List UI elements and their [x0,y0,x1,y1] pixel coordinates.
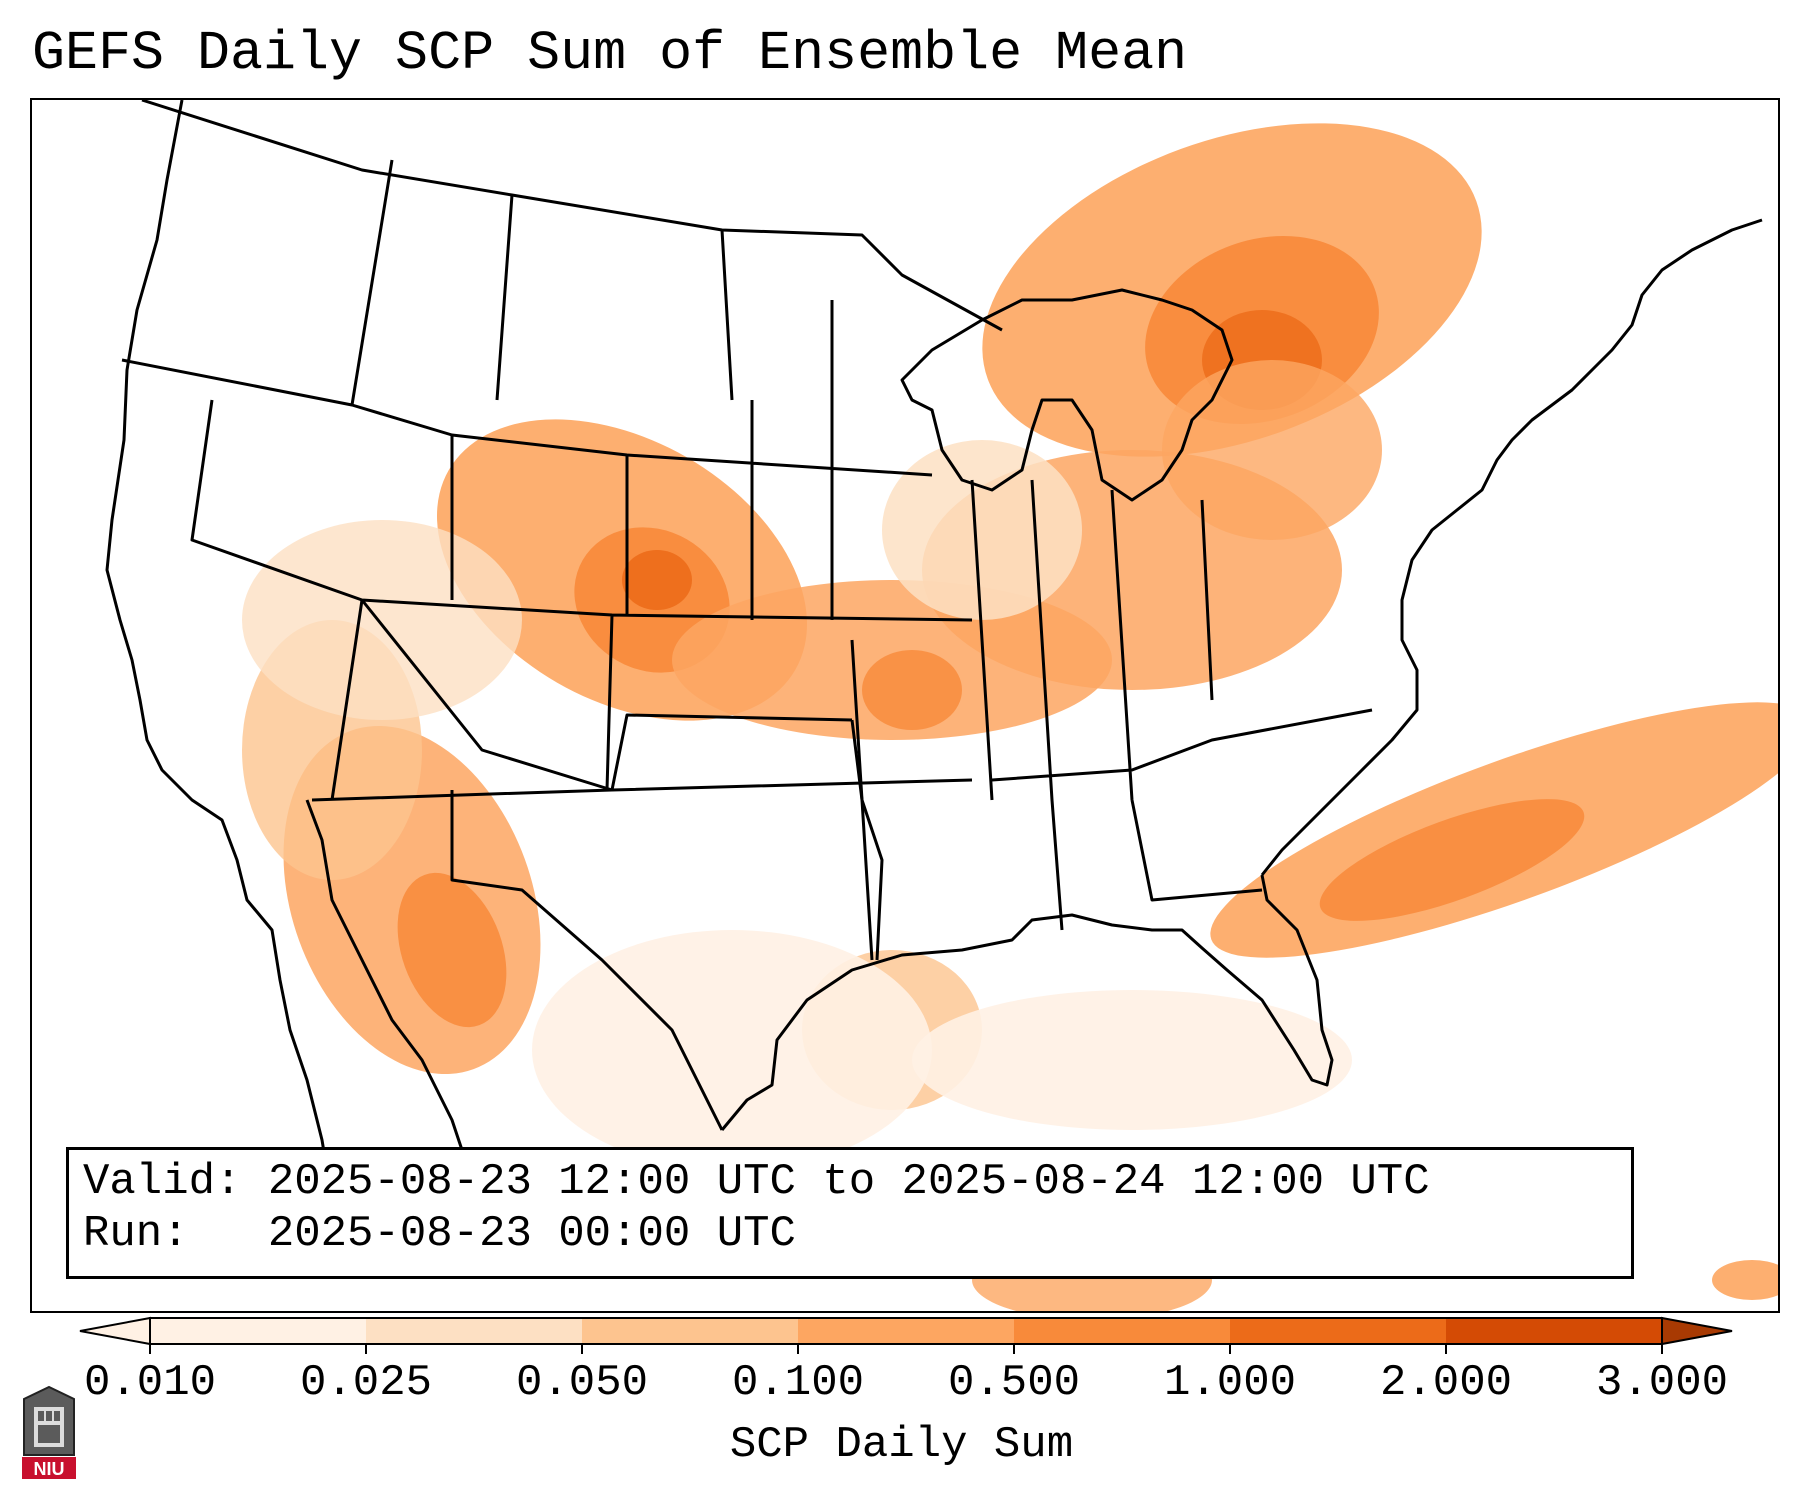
colorbar-label: SCP Daily Sum [729,1420,1074,1470]
scp-shaded-region [862,650,962,730]
scp-shaded-region [242,520,522,720]
texas-outline [450,713,884,1131]
run-time-text: Run: 2025-08-23 00:00 UTC [83,1209,796,1259]
colorbar-tick-label: 0.100 [731,1358,865,1408]
baja-coast [305,799,474,1181]
logo-text: NIU [34,1459,65,1479]
colorbar-tick-label: 0.025 [299,1358,433,1408]
boundary-lines [105,100,1763,1201]
scp-shaded-region [882,440,1082,620]
colorbar-tick-label: 0.050 [515,1358,649,1408]
scp-shaded-region [397,872,507,1028]
colorbar-segment [582,1318,798,1344]
scp-shaded-region [912,990,1352,1130]
chart-title: GEFS Daily SCP Sum of Ensemble Mean [32,22,1188,85]
scp-shaded-region [1162,360,1382,540]
colorbar-extend-high [1661,1316,1733,1346]
colorbar-segment [366,1318,582,1344]
gulf-coast [720,874,1334,1131]
valid-time-text: Valid: 2025-08-23 12:00 UTC to 2025-08-2… [83,1157,1430,1207]
valid-time-box: Valid: 2025-08-23 12:00 UTC to 2025-08-2… [66,1147,1634,1279]
colorbar-tick-label: 2.000 [1379,1358,1513,1408]
scp-map [105,100,1778,1311]
colorbar-segment [1230,1318,1446,1344]
colorbar-segment [798,1318,1014,1344]
colorbar-segment [150,1318,366,1344]
scp-shaded-region [1712,1260,1778,1300]
scp-shading-layer [242,123,1778,1311]
coastline [105,100,334,1201]
canada-border [141,100,1003,332]
colorbar-outline [149,1317,1663,1345]
colorbar [79,1316,1733,1354]
scp-shaded-region [1319,799,1585,921]
colorbar-tick-label: 3.000 [1595,1358,1729,1408]
colorbar-extend-low [79,1316,151,1346]
colorbar-segment [1014,1318,1230,1344]
niu-logo: NIU [22,1385,76,1479]
atlantic-coast [1260,218,1763,876]
colorbar-tick-label: 1.000 [1163,1358,1297,1408]
scp-shaded-region [622,550,692,610]
scp-shaded-region [532,930,932,1170]
colorbar-tick-label: 0.500 [947,1358,1081,1408]
colorbar-segment [1446,1318,1662,1344]
map-panel [30,98,1780,1313]
colorbar-tick-label: 0.010 [83,1358,217,1408]
